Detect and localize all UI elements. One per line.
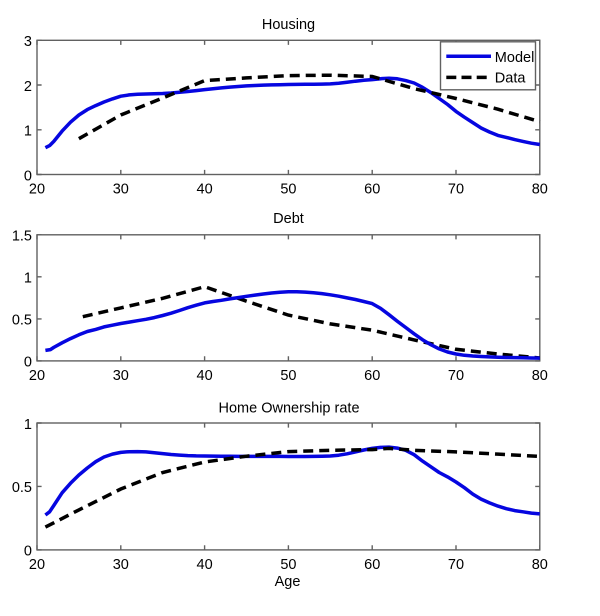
svg-text:20: 20 — [29, 368, 45, 384]
svg-text:30: 30 — [113, 181, 129, 197]
svg-text:40: 40 — [197, 557, 213, 573]
svg-text:Model: Model — [495, 50, 535, 66]
svg-text:40: 40 — [197, 368, 213, 384]
svg-text:0.5: 0.5 — [12, 313, 32, 329]
svg-text:60: 60 — [364, 181, 380, 197]
svg-text:70: 70 — [448, 181, 464, 197]
svg-text:80: 80 — [532, 181, 548, 197]
svg-text:1: 1 — [24, 124, 32, 140]
svg-text:0: 0 — [24, 355, 32, 371]
svg-text:70: 70 — [448, 557, 464, 573]
svg-text:50: 50 — [280, 557, 296, 573]
svg-text:1: 1 — [24, 417, 32, 433]
svg-text:50: 50 — [280, 368, 296, 384]
svg-text:1: 1 — [24, 271, 32, 287]
svg-text:0: 0 — [24, 544, 32, 560]
svg-text:70: 70 — [448, 368, 464, 384]
svg-text:60: 60 — [364, 557, 380, 573]
svg-text:0.5: 0.5 — [12, 480, 32, 496]
svg-text:80: 80 — [532, 557, 548, 573]
svg-text:30: 30 — [113, 557, 129, 573]
svg-text:Home Ownership rate: Home Ownership rate — [218, 400, 359, 416]
svg-text:60: 60 — [364, 368, 380, 384]
svg-text:20: 20 — [29, 181, 45, 197]
svg-text:Age: Age — [275, 574, 301, 590]
svg-text:30: 30 — [113, 368, 129, 384]
svg-text:40: 40 — [197, 181, 213, 197]
svg-text:2: 2 — [24, 79, 32, 95]
svg-text:3: 3 — [24, 34, 32, 50]
svg-text:50: 50 — [280, 181, 296, 197]
svg-text:20: 20 — [29, 557, 45, 573]
svg-text:Debt: Debt — [273, 211, 304, 227]
svg-text:Housing: Housing — [262, 17, 315, 33]
svg-text:Data: Data — [495, 71, 527, 87]
svg-text:80: 80 — [532, 368, 548, 384]
svg-text:0: 0 — [24, 168, 32, 184]
svg-text:1.5: 1.5 — [12, 229, 32, 245]
